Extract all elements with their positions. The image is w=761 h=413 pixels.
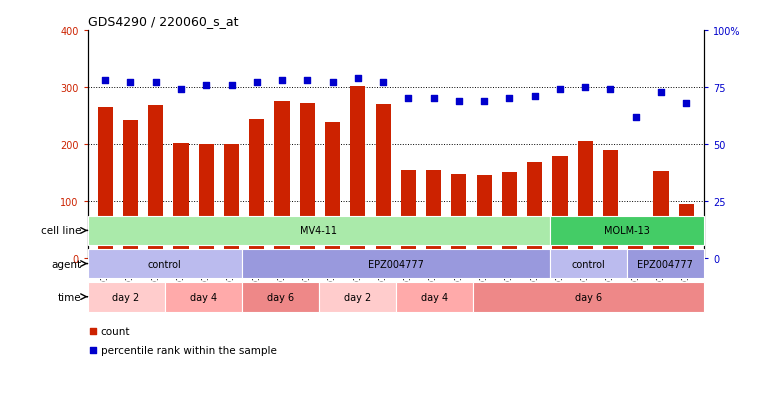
- Bar: [242, 282, 319, 312]
- Bar: [426, 170, 441, 258]
- Point: [377, 80, 389, 87]
- Text: time: time: [58, 292, 81, 302]
- Bar: [164, 282, 242, 312]
- Point: [352, 75, 364, 82]
- Bar: [396, 282, 473, 312]
- Text: percentile rank within the sample: percentile rank within the sample: [100, 345, 277, 355]
- Bar: [451, 174, 466, 258]
- Bar: [319, 282, 396, 312]
- Bar: [603, 150, 618, 258]
- Point: [503, 96, 515, 102]
- Bar: [148, 106, 164, 258]
- Point: [200, 82, 212, 89]
- Bar: [473, 282, 704, 312]
- Text: day 2: day 2: [113, 292, 140, 302]
- Bar: [97, 108, 113, 258]
- Text: day 4: day 4: [421, 292, 447, 302]
- Bar: [550, 216, 704, 246]
- Point: [225, 82, 237, 89]
- Text: control: control: [148, 259, 181, 269]
- Text: day 4: day 4: [189, 292, 217, 302]
- Bar: [550, 249, 627, 279]
- Bar: [628, 230, 643, 258]
- Point: [680, 100, 693, 107]
- Bar: [123, 121, 138, 258]
- Bar: [654, 171, 669, 258]
- Bar: [88, 282, 164, 312]
- Bar: [476, 175, 492, 258]
- Point: [326, 80, 339, 87]
- Point: [478, 98, 490, 105]
- Point: [250, 80, 263, 87]
- Text: EPZ004777: EPZ004777: [638, 259, 693, 269]
- Point: [87, 347, 99, 354]
- Bar: [88, 216, 550, 246]
- Bar: [199, 145, 214, 258]
- Bar: [224, 145, 239, 258]
- Bar: [401, 170, 416, 258]
- Bar: [242, 249, 549, 279]
- Point: [403, 96, 415, 102]
- Text: control: control: [572, 259, 605, 269]
- Text: count: count: [100, 326, 130, 337]
- Point: [629, 114, 642, 121]
- Point: [529, 93, 541, 100]
- Point: [175, 87, 187, 93]
- Text: day 2: day 2: [343, 292, 371, 302]
- Bar: [578, 142, 593, 258]
- Point: [428, 96, 440, 102]
- Bar: [174, 144, 189, 258]
- Text: GDS4290 / 220060_s_at: GDS4290 / 220060_s_at: [88, 15, 238, 28]
- Point: [150, 80, 162, 87]
- Text: EPZ004777: EPZ004777: [368, 259, 424, 269]
- Point: [99, 78, 111, 84]
- Bar: [325, 123, 340, 258]
- Point: [579, 84, 591, 91]
- Bar: [275, 102, 290, 258]
- Bar: [300, 104, 315, 258]
- Text: day 6: day 6: [575, 292, 602, 302]
- Point: [655, 89, 667, 95]
- Bar: [501, 173, 517, 258]
- Text: cell line: cell line: [41, 226, 81, 236]
- Bar: [88, 249, 242, 279]
- Bar: [627, 249, 704, 279]
- Point: [276, 78, 288, 84]
- Point: [453, 98, 465, 105]
- Text: MV4-11: MV4-11: [300, 226, 337, 236]
- Point: [87, 328, 99, 335]
- Bar: [375, 105, 390, 258]
- Point: [554, 87, 566, 93]
- Bar: [527, 163, 543, 258]
- Text: agent: agent: [51, 259, 81, 269]
- Point: [301, 78, 314, 84]
- Text: MOLM-13: MOLM-13: [604, 226, 650, 236]
- Bar: [552, 157, 568, 258]
- Point: [124, 80, 136, 87]
- Bar: [679, 204, 694, 258]
- Bar: [249, 120, 264, 258]
- Bar: [350, 87, 365, 258]
- Text: day 6: day 6: [266, 292, 294, 302]
- Point: [604, 87, 616, 93]
